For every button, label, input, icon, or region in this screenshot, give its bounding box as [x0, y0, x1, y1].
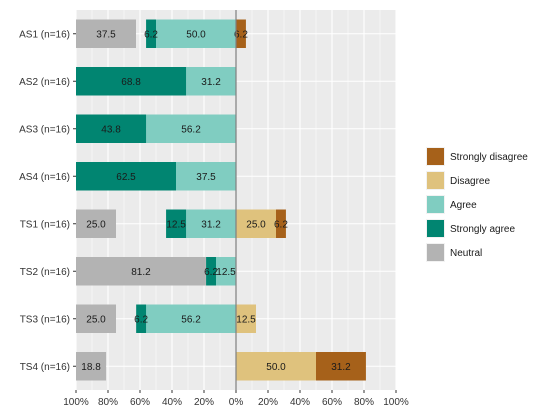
bar-segment [76, 257, 206, 286]
bar-segment [186, 209, 236, 238]
x-tick-label: 60% [322, 397, 342, 408]
bar-segment [156, 19, 236, 48]
bar-segment [236, 352, 316, 381]
bar-segment [276, 209, 286, 238]
x-tick-label: 20% [194, 397, 214, 408]
bar-segment [176, 162, 236, 191]
bar-segment [146, 114, 236, 143]
x-tick-label: 100% [383, 397, 409, 408]
legend-label: Neutral [450, 248, 482, 259]
bar-value-label: 50.0 [186, 29, 206, 40]
x-tick-label: 0% [229, 397, 244, 408]
bar-value-label: 18.8 [81, 362, 101, 373]
bar-value-label: 25.0 [86, 219, 106, 230]
bar-value-label: 6.2 [144, 29, 158, 40]
x-tick-label: 80% [354, 397, 374, 408]
x-tick-label: 80% [98, 397, 118, 408]
bar-value-label: 31.2 [201, 77, 221, 88]
legend-swatch [427, 148, 444, 165]
legend-label: Strongly agree [450, 224, 515, 235]
x-tick-label: 20% [258, 397, 278, 408]
bar-segment [136, 304, 147, 333]
y-tick-label: TS1 (n=16) [20, 219, 70, 230]
bar-segment [216, 257, 236, 286]
legend-label: Strongly disagree [450, 152, 528, 163]
bar-segment [166, 209, 187, 238]
legend-swatch [427, 220, 444, 237]
bar-segment [76, 114, 147, 143]
axes: AS1 (n=16) AS2 (n=16) AS3 (n=16) AS4 (n=16)… [19, 10, 409, 408]
x-tick-label: 100% [63, 397, 89, 408]
bar-value-label: 6.2 [274, 219, 288, 230]
bar-segment [76, 162, 176, 191]
y-tick-label: AS3 (n=16) [19, 124, 70, 135]
bar-segment [316, 352, 366, 381]
bar-segment [146, 304, 236, 333]
bar-value-label: 43.8 [101, 124, 121, 135]
bar-value-label: 81.2 [131, 267, 151, 278]
bars [76, 19, 366, 381]
bar-value-label: 37.5 [96, 29, 116, 40]
x-tick-label: 40% [290, 397, 310, 408]
bar-value-label: 31.2 [331, 362, 351, 373]
bar-value-label: 56.2 [181, 124, 201, 135]
bar-segment [76, 19, 136, 48]
bar-segment [236, 209, 276, 238]
bar-value-label: 12.5 [216, 267, 236, 278]
bar-segment [76, 304, 116, 333]
legend-swatch [427, 172, 444, 189]
bar-value-label: 68.8 [121, 77, 141, 88]
y-tick-label: TS4 (n=16) [20, 362, 70, 373]
bar-value-label: 62.5 [116, 172, 136, 183]
bar-segment [76, 67, 187, 96]
bar-value-label: 56.2 [181, 314, 201, 325]
bar-value-label: 12.5 [236, 314, 256, 325]
legend-swatch [427, 196, 444, 213]
bar-value-label: 31.2 [201, 219, 221, 230]
bar-segment [76, 352, 107, 381]
bar-value-label: 6.2 [234, 29, 248, 40]
y-tick-label: TS3 (n=16) [20, 314, 70, 325]
bar-segment [186, 67, 236, 96]
bar-value-label: 6.2 [134, 314, 148, 325]
segment-labels: 50.0 6.2 6.2 37.5 31.2 68.8 56.2 43.8 37.5 62.5 31… [81, 29, 351, 373]
legend-swatch [427, 244, 444, 261]
bar-value-label: 25.0 [246, 219, 266, 230]
x-tick-label: 40% [162, 397, 182, 408]
y-tick-label: AS1 (n=16) [19, 29, 70, 40]
bar-segment [76, 209, 116, 238]
y-tick-label: AS4 (n=16) [19, 172, 70, 183]
bar-segment [236, 304, 256, 333]
legend-label: Agree [450, 200, 477, 211]
legend-label: Disagree [450, 176, 490, 187]
bar-segment [236, 19, 246, 48]
bar-value-label: 37.5 [196, 172, 216, 183]
bar-value-label: 25.0 [86, 314, 106, 325]
bar-segment [146, 19, 156, 48]
bar-value-label: 50.0 [266, 362, 286, 373]
bar-value-label: 6.2 [204, 267, 218, 278]
bar-segment [206, 257, 216, 286]
legend: Strongly disagree Disagree Agree Strongly a… [426, 147, 528, 262]
x-tick-label: 60% [130, 397, 150, 408]
y-tick-label: AS2 (n=16) [19, 77, 70, 88]
y-tick-label: TS2 (n=16) [20, 267, 70, 278]
bar-value-label: 12.5 [166, 219, 186, 230]
